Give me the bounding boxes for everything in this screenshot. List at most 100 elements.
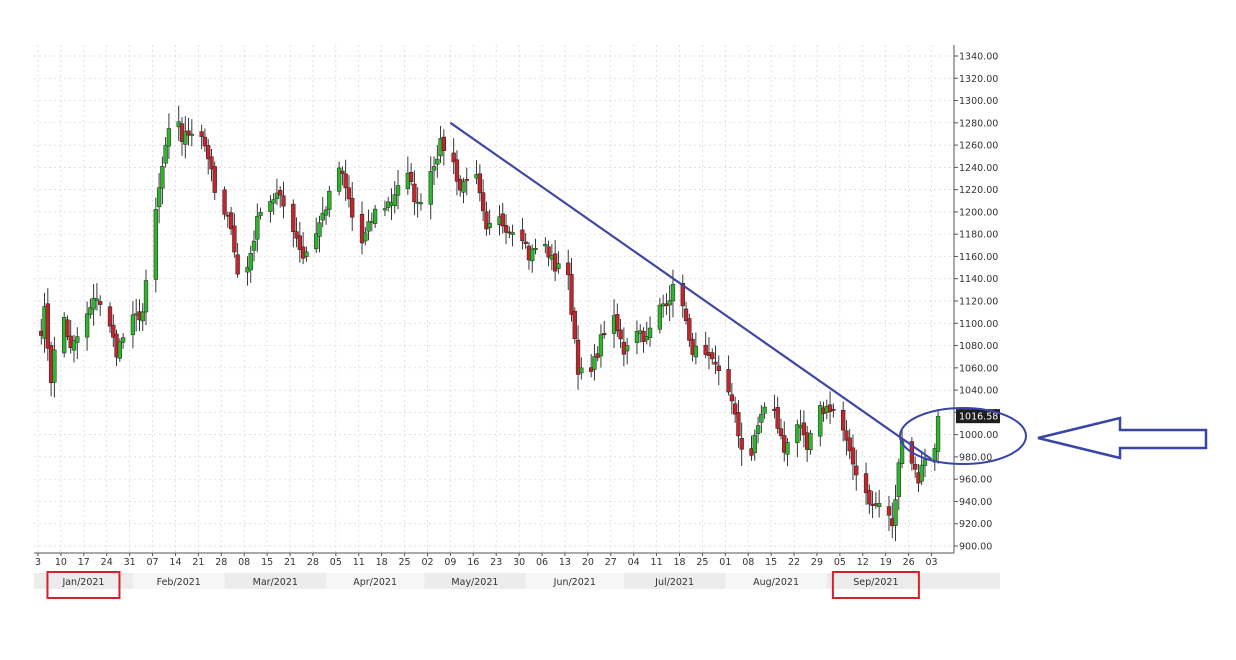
candle-body xyxy=(228,212,234,230)
candle-body xyxy=(546,246,551,258)
candle-body xyxy=(366,221,371,232)
candle-body xyxy=(618,329,623,340)
candle-body xyxy=(382,208,388,211)
candle-body xyxy=(598,334,604,357)
candle xyxy=(572,307,577,344)
candle xyxy=(163,137,168,168)
trendline xyxy=(449,121,933,461)
y-tick-label: 1060.00 xyxy=(959,363,998,374)
candle-body xyxy=(680,283,685,307)
candle xyxy=(683,301,689,325)
x-tick-label: 13 xyxy=(559,557,571,568)
x-tick-label: 21 xyxy=(192,557,204,568)
candle-body xyxy=(755,425,761,434)
y-tick-label: 1260.00 xyxy=(959,141,998,152)
x-tick-label: 08 xyxy=(742,557,754,568)
candle-body xyxy=(893,499,898,526)
x-tick-label: 30 xyxy=(513,557,525,568)
candle xyxy=(647,316,653,347)
candle xyxy=(107,302,113,334)
candle xyxy=(418,193,424,211)
candle xyxy=(546,240,551,267)
candle xyxy=(886,495,892,532)
y-tick-label: 920.00 xyxy=(959,519,992,530)
candle xyxy=(795,419,800,458)
candle-body xyxy=(464,179,469,181)
candle-body xyxy=(477,173,483,194)
candle xyxy=(186,117,191,146)
candle-body xyxy=(775,407,780,429)
candle-body xyxy=(297,235,302,250)
candle xyxy=(248,245,253,283)
candle-body xyxy=(111,324,116,338)
x-tick-label: 18 xyxy=(673,557,685,568)
candle xyxy=(935,409,941,464)
candle xyxy=(552,240,558,282)
y-tick-label: 1140.00 xyxy=(959,274,998,285)
candle xyxy=(543,237,548,254)
x-tick-label: 06 xyxy=(536,557,548,568)
candle-body xyxy=(160,166,165,189)
x-axis: 3 10 17 24 31 07 14 21 28 08 15 21 28 05 11 18 25 02 09 16 2… xyxy=(34,552,954,568)
candle xyxy=(782,421,787,462)
y-tick-label: 1080.00 xyxy=(959,341,998,352)
candle-body xyxy=(500,213,505,227)
candle xyxy=(818,401,823,447)
candle-body xyxy=(314,233,319,250)
month-cell xyxy=(132,573,225,589)
candle-body xyxy=(461,181,466,193)
candle xyxy=(98,295,103,316)
month-label: Feb/2021 xyxy=(157,577,201,588)
candle-body xyxy=(808,433,813,451)
candle-body xyxy=(327,190,332,210)
candle xyxy=(752,429,757,461)
candle-body xyxy=(683,308,689,322)
candle-body xyxy=(644,336,649,341)
candle-body xyxy=(801,422,807,436)
month-label: Jul/2021 xyxy=(654,577,694,588)
candle-body xyxy=(65,319,70,337)
month-cell xyxy=(826,573,925,589)
x-tick-label: 08 xyxy=(238,557,250,568)
month-cell xyxy=(525,573,624,589)
y-tick-label: 1320.00 xyxy=(959,74,998,85)
candle xyxy=(759,405,764,433)
candle-body xyxy=(248,253,253,271)
x-tick-label: 16 xyxy=(467,557,479,568)
candle-body xyxy=(363,232,368,242)
candle-body xyxy=(281,195,286,207)
candle-body xyxy=(431,166,437,171)
candle-body xyxy=(94,298,100,301)
candle-body xyxy=(896,462,901,498)
candle-body xyxy=(291,203,296,232)
candle-body xyxy=(156,187,162,208)
candle xyxy=(451,138,456,175)
x-tick-label: 05 xyxy=(834,557,846,568)
x-tick-label: 11 xyxy=(353,557,365,568)
candle xyxy=(206,139,211,175)
candle-body xyxy=(278,190,283,196)
y-tick-label: 1280.00 xyxy=(959,118,998,129)
candle xyxy=(602,320,607,339)
candle xyxy=(294,217,299,248)
candle xyxy=(251,230,257,262)
candle-body xyxy=(726,369,731,393)
candle-body xyxy=(107,306,113,327)
candle xyxy=(726,355,731,396)
candle xyxy=(88,298,93,319)
candle xyxy=(156,173,162,224)
candle-body xyxy=(480,192,486,212)
candle-body xyxy=(320,212,325,221)
y-tick-label: 1040.00 xyxy=(959,386,998,397)
candle xyxy=(160,156,165,205)
candle xyxy=(209,148,214,182)
candle xyxy=(297,221,302,263)
candle-body xyxy=(199,131,204,137)
candle xyxy=(111,314,116,348)
candle xyxy=(382,200,388,217)
candle xyxy=(45,288,50,361)
candle-body xyxy=(831,408,836,411)
x-tick-label: 19 xyxy=(880,557,892,568)
candle xyxy=(408,163,414,186)
